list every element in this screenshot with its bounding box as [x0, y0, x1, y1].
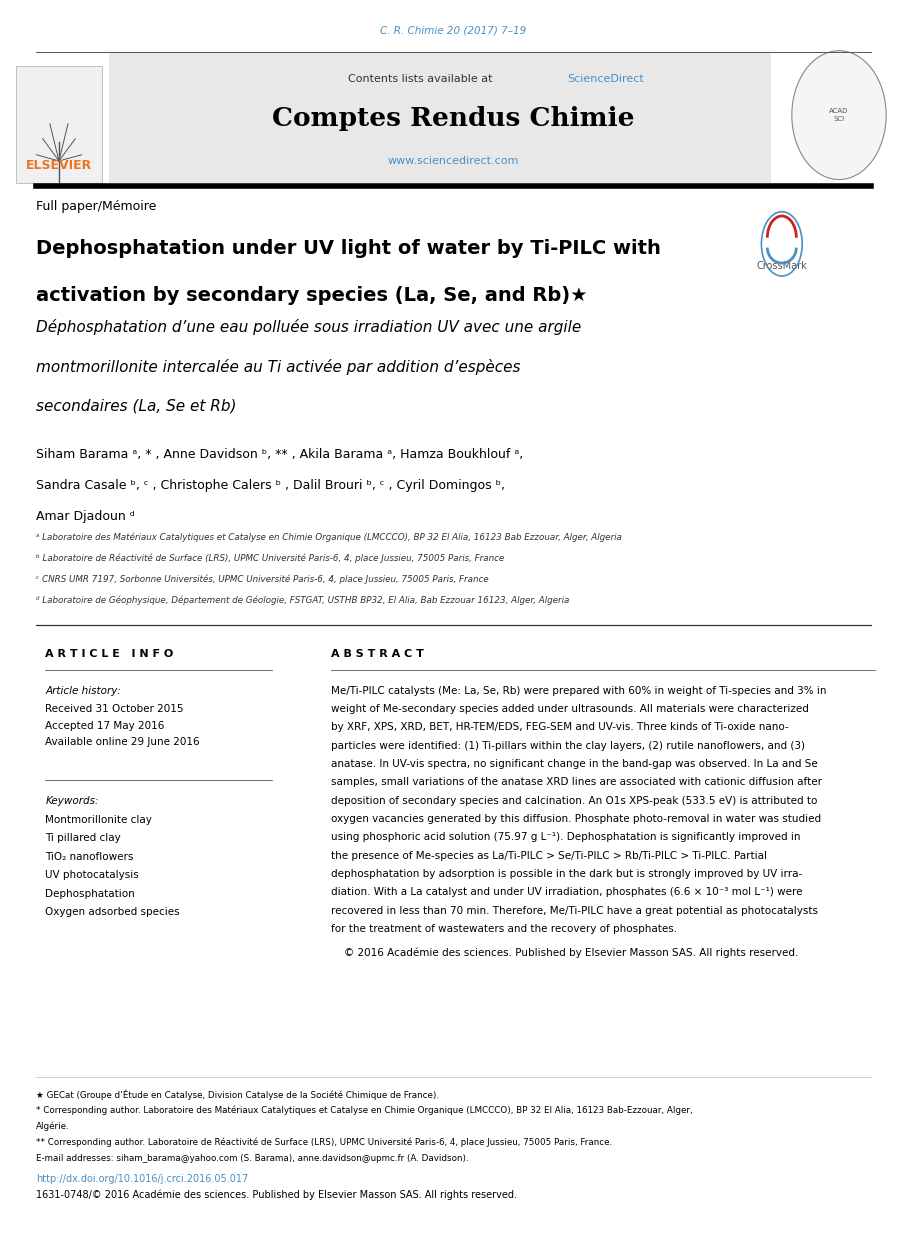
Text: Full paper/Mémoire: Full paper/Mémoire: [36, 201, 157, 213]
Text: Contents lists available at: Contents lists available at: [348, 74, 496, 84]
Text: TiO₂ nanoflowers: TiO₂ nanoflowers: [45, 852, 133, 862]
Text: ᶜ CNRS UMR 7197, Sorbonne Universités, UPMC Université Paris-6, 4, place Jussieu: ᶜ CNRS UMR 7197, Sorbonne Universités, U…: [36, 574, 489, 584]
Text: C. R. Chimie 20 (2017) 7–19: C. R. Chimie 20 (2017) 7–19: [380, 26, 527, 36]
Text: Me/Ti-PILC catalysts (Me: La, Se, Rb) were prepared with 60% in weight of Ti-spe: Me/Ti-PILC catalysts (Me: La, Se, Rb) we…: [331, 686, 826, 696]
Text: the presence of Me-species as La/Ti-PILC > Se/Ti-PILC > Rb/Ti-PILC > Ti-PILC. Pa: the presence of Me-species as La/Ti-PILC…: [331, 851, 767, 860]
Text: samples, small variations of the anatase XRD lines are associated with cationic : samples, small variations of the anatase…: [331, 777, 822, 787]
Circle shape: [792, 51, 886, 180]
Text: * Corresponding author. Laboratoire des Matériaux Catalytiques et Catalyse en Ch: * Corresponding author. Laboratoire des …: [36, 1106, 693, 1115]
Text: Keywords:: Keywords:: [45, 796, 99, 806]
Text: anatase. In UV-vis spectra, no significant change in the band-gap was observed. : anatase. In UV-vis spectra, no significa…: [331, 759, 818, 769]
Text: Déphosphatation d’une eau polluée sous irradiation UV avec une argile: Déphosphatation d’une eau polluée sous i…: [36, 319, 581, 335]
Text: ᵇ Laboratoire de Réactivité de Surface (LRS), UPMC Université Paris-6, 4, place : ᵇ Laboratoire de Réactivité de Surface (…: [36, 553, 504, 563]
Text: weight of Me-secondary species added under ultrasounds. All materials were chara: weight of Me-secondary species added und…: [331, 704, 809, 714]
Text: Dephosphatation: Dephosphatation: [45, 889, 135, 899]
Text: ᵈ Laboratoire de Géophysique, Département de Géologie, FSTGAT, USTHB BP32, El Al: ᵈ Laboratoire de Géophysique, Départemen…: [36, 595, 570, 605]
Text: Accepted 17 May 2016: Accepted 17 May 2016: [45, 721, 165, 730]
Text: activation by secondary species (La, Se, and Rb)★: activation by secondary species (La, Se,…: [36, 286, 588, 305]
Text: ScienceDirect: ScienceDirect: [567, 74, 644, 84]
Text: using phosphoric acid solution (75.97 g L⁻¹). Dephosphatation is significantly i: using phosphoric acid solution (75.97 g …: [331, 832, 801, 842]
Text: recovered in less than 70 min. Therefore, Me/Ti-PILC have a great potential as p: recovered in less than 70 min. Therefore…: [331, 906, 818, 916]
Text: diation. With a La catalyst and under UV irradiation, phosphates (6.6 × 10⁻³ mol: diation. With a La catalyst and under UV…: [331, 888, 803, 898]
Text: A B S T R A C T: A B S T R A C T: [331, 649, 424, 659]
Text: Montmorillonite clay: Montmorillonite clay: [45, 815, 152, 825]
Text: ** Corresponding author. Laboratoire de Réactivité de Surface (LRS), UPMC Univer: ** Corresponding author. Laboratoire de …: [36, 1138, 612, 1148]
Text: www.sciencedirect.com: www.sciencedirect.com: [388, 156, 519, 166]
Text: 1631-0748/© 2016 Académie des sciences. Published by Elsevier Masson SAS. All ri: 1631-0748/© 2016 Académie des sciences. …: [36, 1190, 517, 1200]
Text: montmorillonite intercalée au Ti activée par addition d’espèces: montmorillonite intercalée au Ti activée…: [36, 359, 521, 375]
Text: http://dx.doi.org/10.1016/j.crci.2016.05.017: http://dx.doi.org/10.1016/j.crci.2016.05…: [36, 1174, 249, 1184]
Text: E-mail addresses: siham_barama@yahoo.com (S. Barama), anne.davidson@upmc.fr (A. : E-mail addresses: siham_barama@yahoo.com…: [36, 1154, 469, 1162]
Text: ELSEVIER: ELSEVIER: [25, 160, 93, 172]
Text: particles were identified: (1) Ti-pillars within the clay layers, (2) rutile nan: particles were identified: (1) Ti-pillar…: [331, 740, 805, 750]
Text: ᵃ Laboratoire des Matériaux Catalytiques et Catalyse en Chimie Organique (LMCCCO: ᵃ Laboratoire des Matériaux Catalytiques…: [36, 532, 622, 542]
Text: Algérie.: Algérie.: [36, 1122, 70, 1132]
Text: A R T I C L E   I N F O: A R T I C L E I N F O: [45, 649, 173, 659]
Text: by XRF, XPS, XRD, BET, HR-TEM/EDS, FEG-SEM and UV-vis. Three kinds of Ti-oxide n: by XRF, XPS, XRD, BET, HR-TEM/EDS, FEG-S…: [331, 723, 789, 733]
Text: ACAD
SCI: ACAD SCI: [829, 109, 849, 121]
Text: for the treatment of wastewaters and the recovery of phosphates.: for the treatment of wastewaters and the…: [331, 924, 678, 933]
Text: Comptes Rendus Chimie: Comptes Rendus Chimie: [272, 106, 635, 131]
Text: Ti pillared clay: Ti pillared clay: [45, 833, 122, 843]
Text: Amar Djadoun ᵈ: Amar Djadoun ᵈ: [36, 510, 135, 524]
Text: CrossMark: CrossMark: [756, 261, 807, 271]
Text: Sandra Casale ᵇ, ᶜ , Christophe Calers ᵇ , Dalil Brouri ᵇ, ᶜ , Cyril Domingos ᵇ,: Sandra Casale ᵇ, ᶜ , Christophe Calers ᵇ…: [36, 479, 505, 493]
FancyBboxPatch shape: [109, 52, 771, 183]
Text: Received 31 October 2015: Received 31 October 2015: [45, 704, 184, 714]
Text: Oxygen adsorbed species: Oxygen adsorbed species: [45, 907, 180, 917]
Text: Siham Barama ᵃ, * , Anne Davidson ᵇ, ** , Akila Barama ᵃ, Hamza Boukhlouf ᵃ,: Siham Barama ᵃ, * , Anne Davidson ᵇ, ** …: [36, 448, 523, 462]
Text: oxygen vacancies generated by this diffusion. Phosphate photo-removal in water w: oxygen vacancies generated by this diffu…: [331, 815, 821, 825]
Text: Article history:: Article history:: [45, 686, 122, 696]
Text: UV photocatalysis: UV photocatalysis: [45, 870, 139, 880]
Text: ★ GECat (Groupe d’Étude en Catalyse, Division Catalyse de la Société Chimique de: ★ GECat (Groupe d’Étude en Catalyse, Div…: [36, 1089, 439, 1099]
FancyBboxPatch shape: [16, 66, 102, 183]
Text: Available online 29 June 2016: Available online 29 June 2016: [45, 737, 200, 747]
Text: dephosphatation by adsorption is possible in the dark but is strongly improved b: dephosphatation by adsorption is possibl…: [331, 869, 803, 879]
Text: secondaires (La, Se et Rb): secondaires (La, Se et Rb): [36, 399, 237, 413]
Text: deposition of secondary species and calcination. An O1s XPS-peak (533.5 eV) is a: deposition of secondary species and calc…: [331, 796, 817, 806]
Text: Dephosphatation under UV light of water by Ti-PILC with: Dephosphatation under UV light of water …: [36, 239, 661, 258]
Text: © 2016 Académie des sciences. Published by Elsevier Masson SAS. All rights reser: © 2016 Académie des sciences. Published …: [331, 947, 798, 958]
